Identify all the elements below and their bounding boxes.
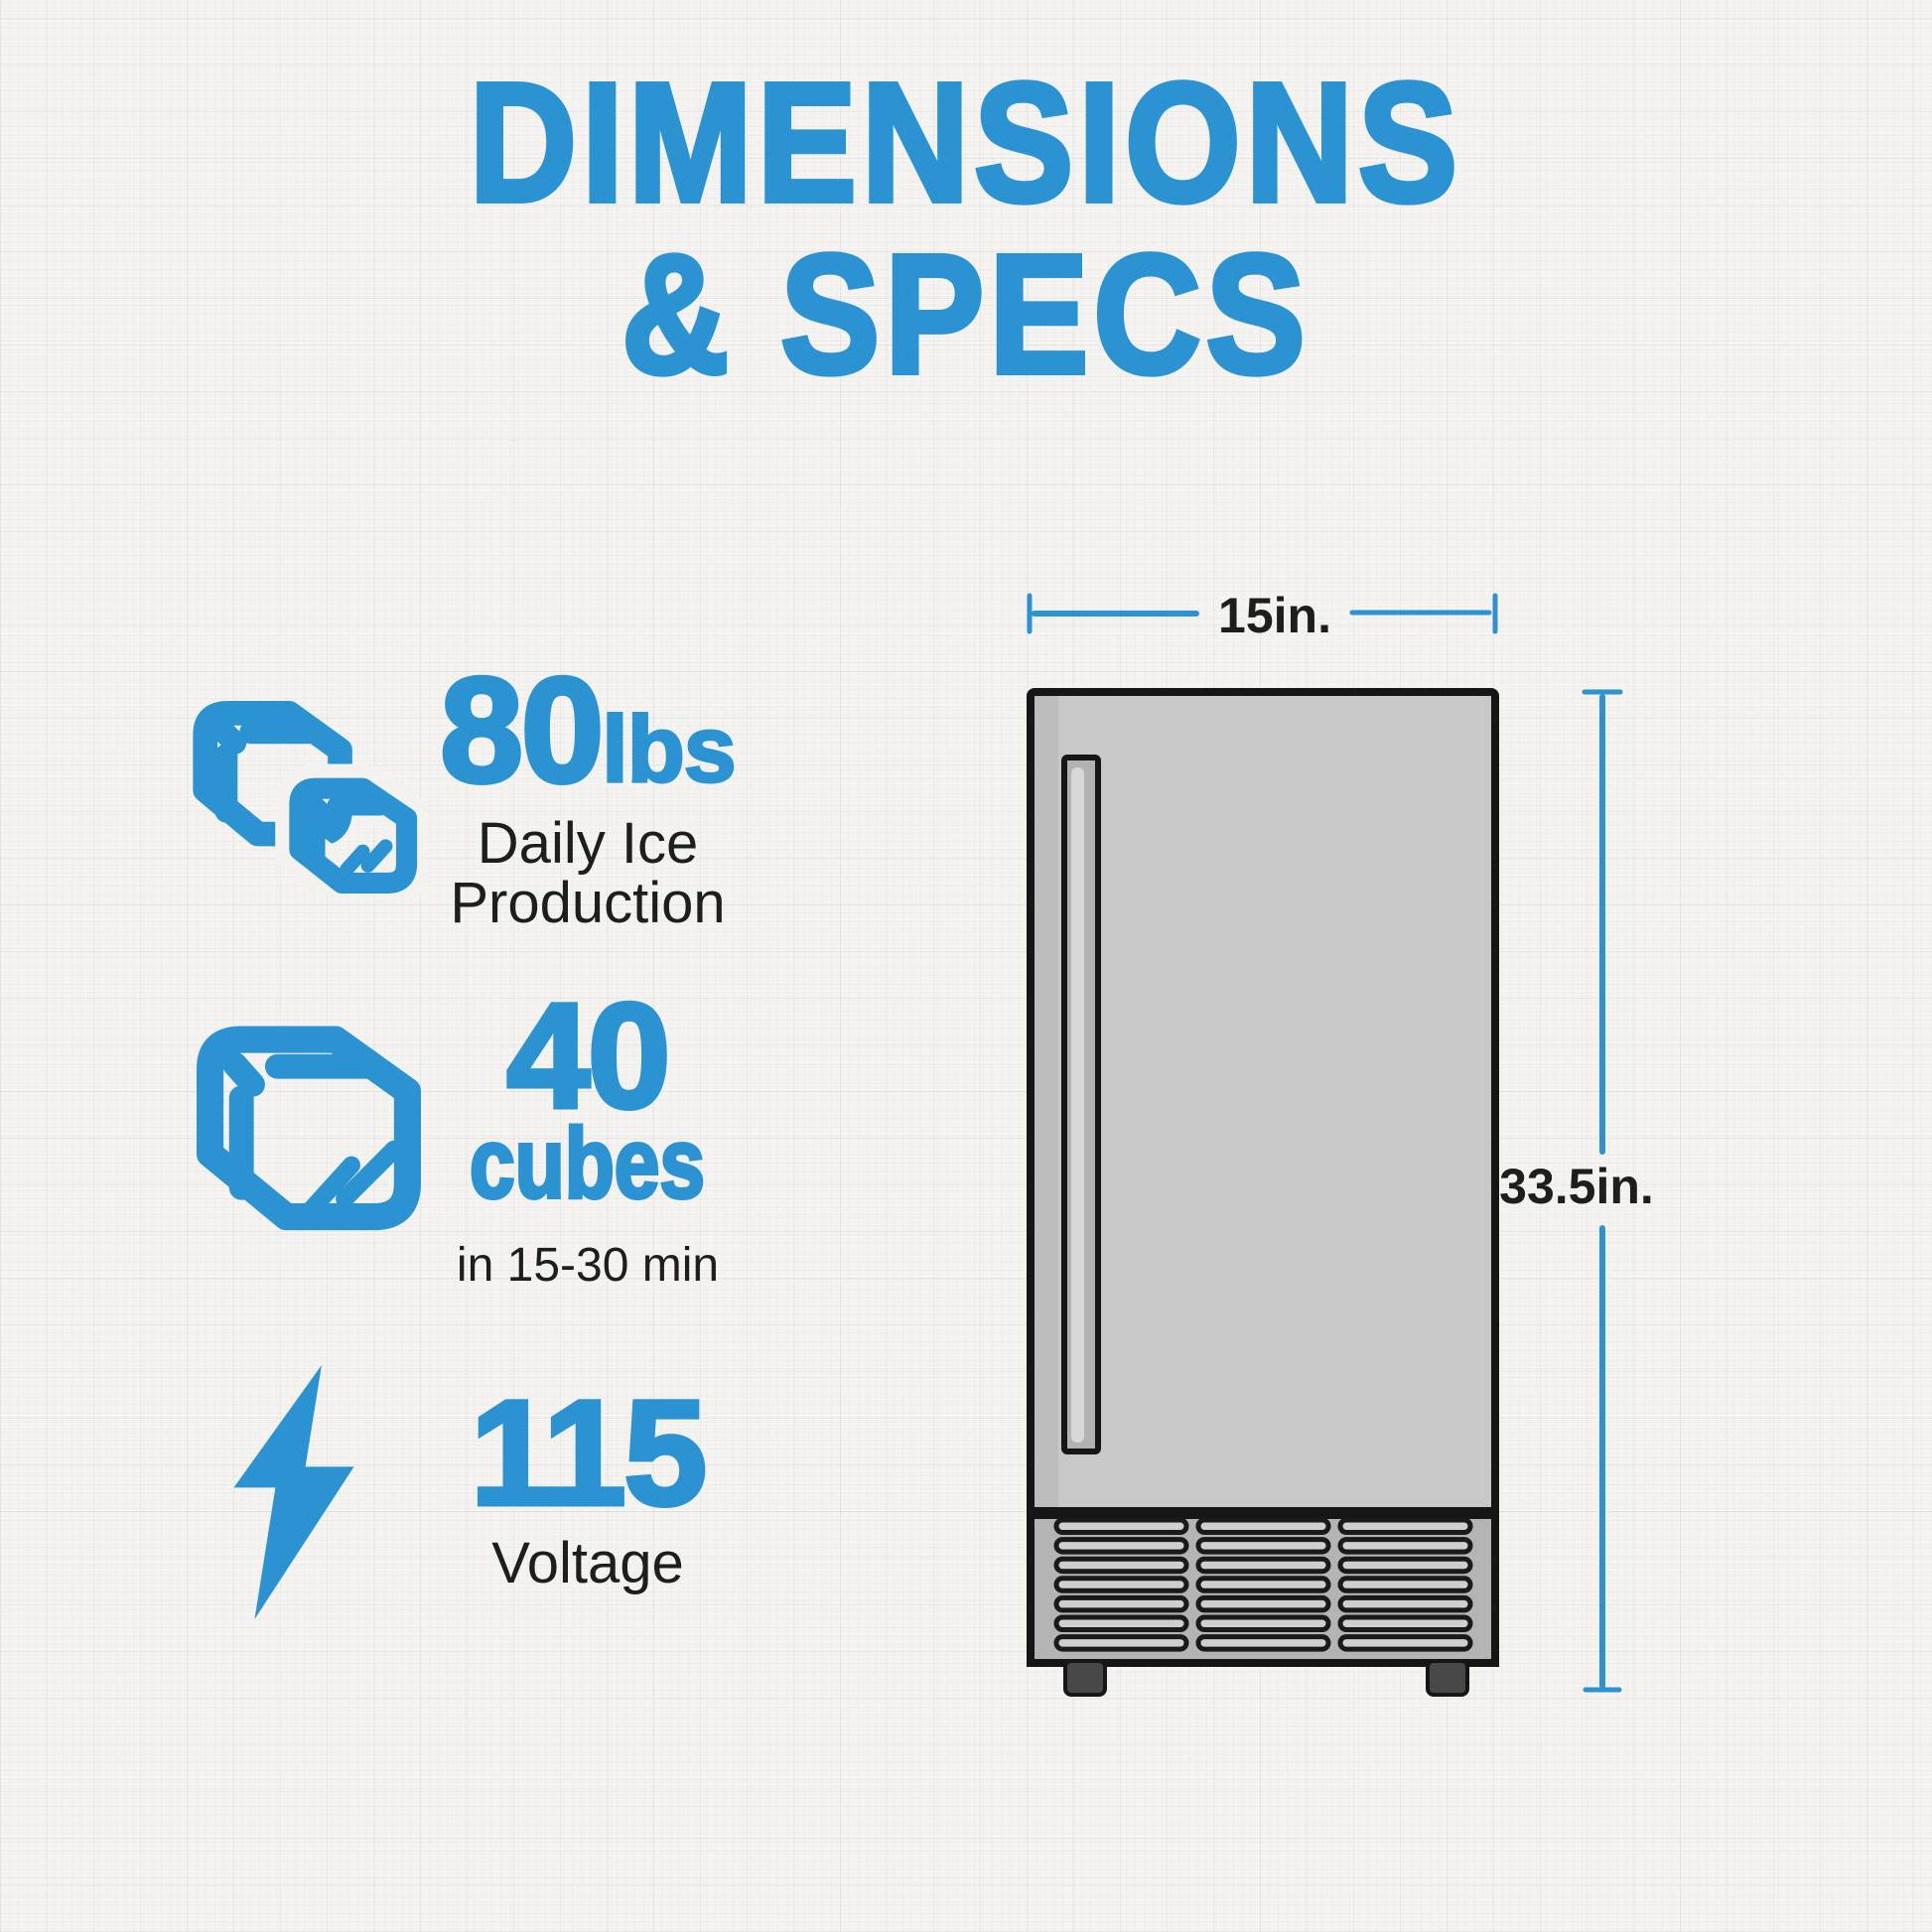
- vent-slat: [1053, 1517, 1189, 1535]
- lightning-bolt-icon: [233, 1365, 354, 1619]
- daily-ice-value: 80: [438, 646, 607, 813]
- vent-slat: [1195, 1614, 1331, 1632]
- cubes-caption: in 15-30 min: [389, 1241, 786, 1291]
- vent-slat: [1337, 1517, 1473, 1535]
- voltage-caption: Voltage: [389, 1534, 786, 1593]
- vent-slat: [1337, 1537, 1473, 1555]
- vent-grille-slats: [1053, 1517, 1473, 1652]
- vent-slat: [1053, 1556, 1189, 1575]
- title-line-1: DIMENSIONS: [467, 49, 1463, 237]
- vent-slat: [1053, 1537, 1189, 1555]
- voltage-caption-line-1: Voltage: [491, 1531, 684, 1595]
- ice-maker-front: [1027, 688, 1499, 1697]
- vent-slat: [1337, 1634, 1473, 1652]
- daily-ice-caption: Daily Ice Production: [389, 814, 786, 933]
- vent-slat: [1053, 1634, 1189, 1652]
- height-dimension-label: 33.5in.: [1499, 1159, 1654, 1214]
- daily-ice-caption-line-2: Production: [450, 871, 726, 935]
- cubes-unit-line: cubes: [389, 1108, 786, 1219]
- ice-cube-icon: [197, 1026, 421, 1231]
- ice-maker-drawing: 15in. 33.5in.: [1027, 588, 1654, 1697]
- small-ice-cube: [275, 763, 425, 894]
- daily-ice-caption-line-1: Daily Ice: [477, 811, 699, 876]
- vent-slat: [1195, 1576, 1331, 1593]
- cubes-value-line: 40: [389, 979, 786, 1133]
- cubes-value: 40: [504, 972, 673, 1139]
- vent-slat: [1195, 1537, 1331, 1555]
- cubes-caption-line-1: in 15-30 min: [456, 1239, 720, 1292]
- vent-slat: [1053, 1594, 1189, 1613]
- page-title: DIMENSIONS & SPECS: [116, 49, 1816, 409]
- vent-slat: [1337, 1556, 1473, 1575]
- door-shading: [1035, 696, 1058, 1507]
- vent-slat: [1337, 1594, 1473, 1613]
- daily-ice-value-line: 80lbs: [389, 653, 786, 807]
- vent-slat: [1053, 1614, 1189, 1632]
- voltage-value: 115: [469, 1369, 710, 1536]
- width-dimension-label: 15in.: [1218, 588, 1331, 643]
- voltage-value-line: 115: [389, 1376, 786, 1530]
- daily-ice-unit: lbs: [601, 697, 738, 802]
- vent-slat: [1195, 1634, 1331, 1652]
- title-line-2: & SPECS: [619, 220, 1311, 409]
- right-foot: [1426, 1659, 1469, 1697]
- vent-slat: [1337, 1614, 1473, 1632]
- vent-slat: [1195, 1556, 1331, 1575]
- width-dimension-line: 15in.: [1027, 588, 1498, 643]
- handle-highlight: [1071, 767, 1084, 1443]
- left-foot: [1063, 1659, 1107, 1697]
- vent-slat: [1195, 1517, 1331, 1535]
- height-dimension-line: 33.5in.: [1499, 689, 1654, 1693]
- cubes-unit: cubes: [469, 1108, 707, 1219]
- vent-slat: [1053, 1576, 1189, 1593]
- vent-slat: [1337, 1576, 1473, 1593]
- vent-slat: [1195, 1594, 1331, 1613]
- ice-cubes-icon: [193, 701, 425, 894]
